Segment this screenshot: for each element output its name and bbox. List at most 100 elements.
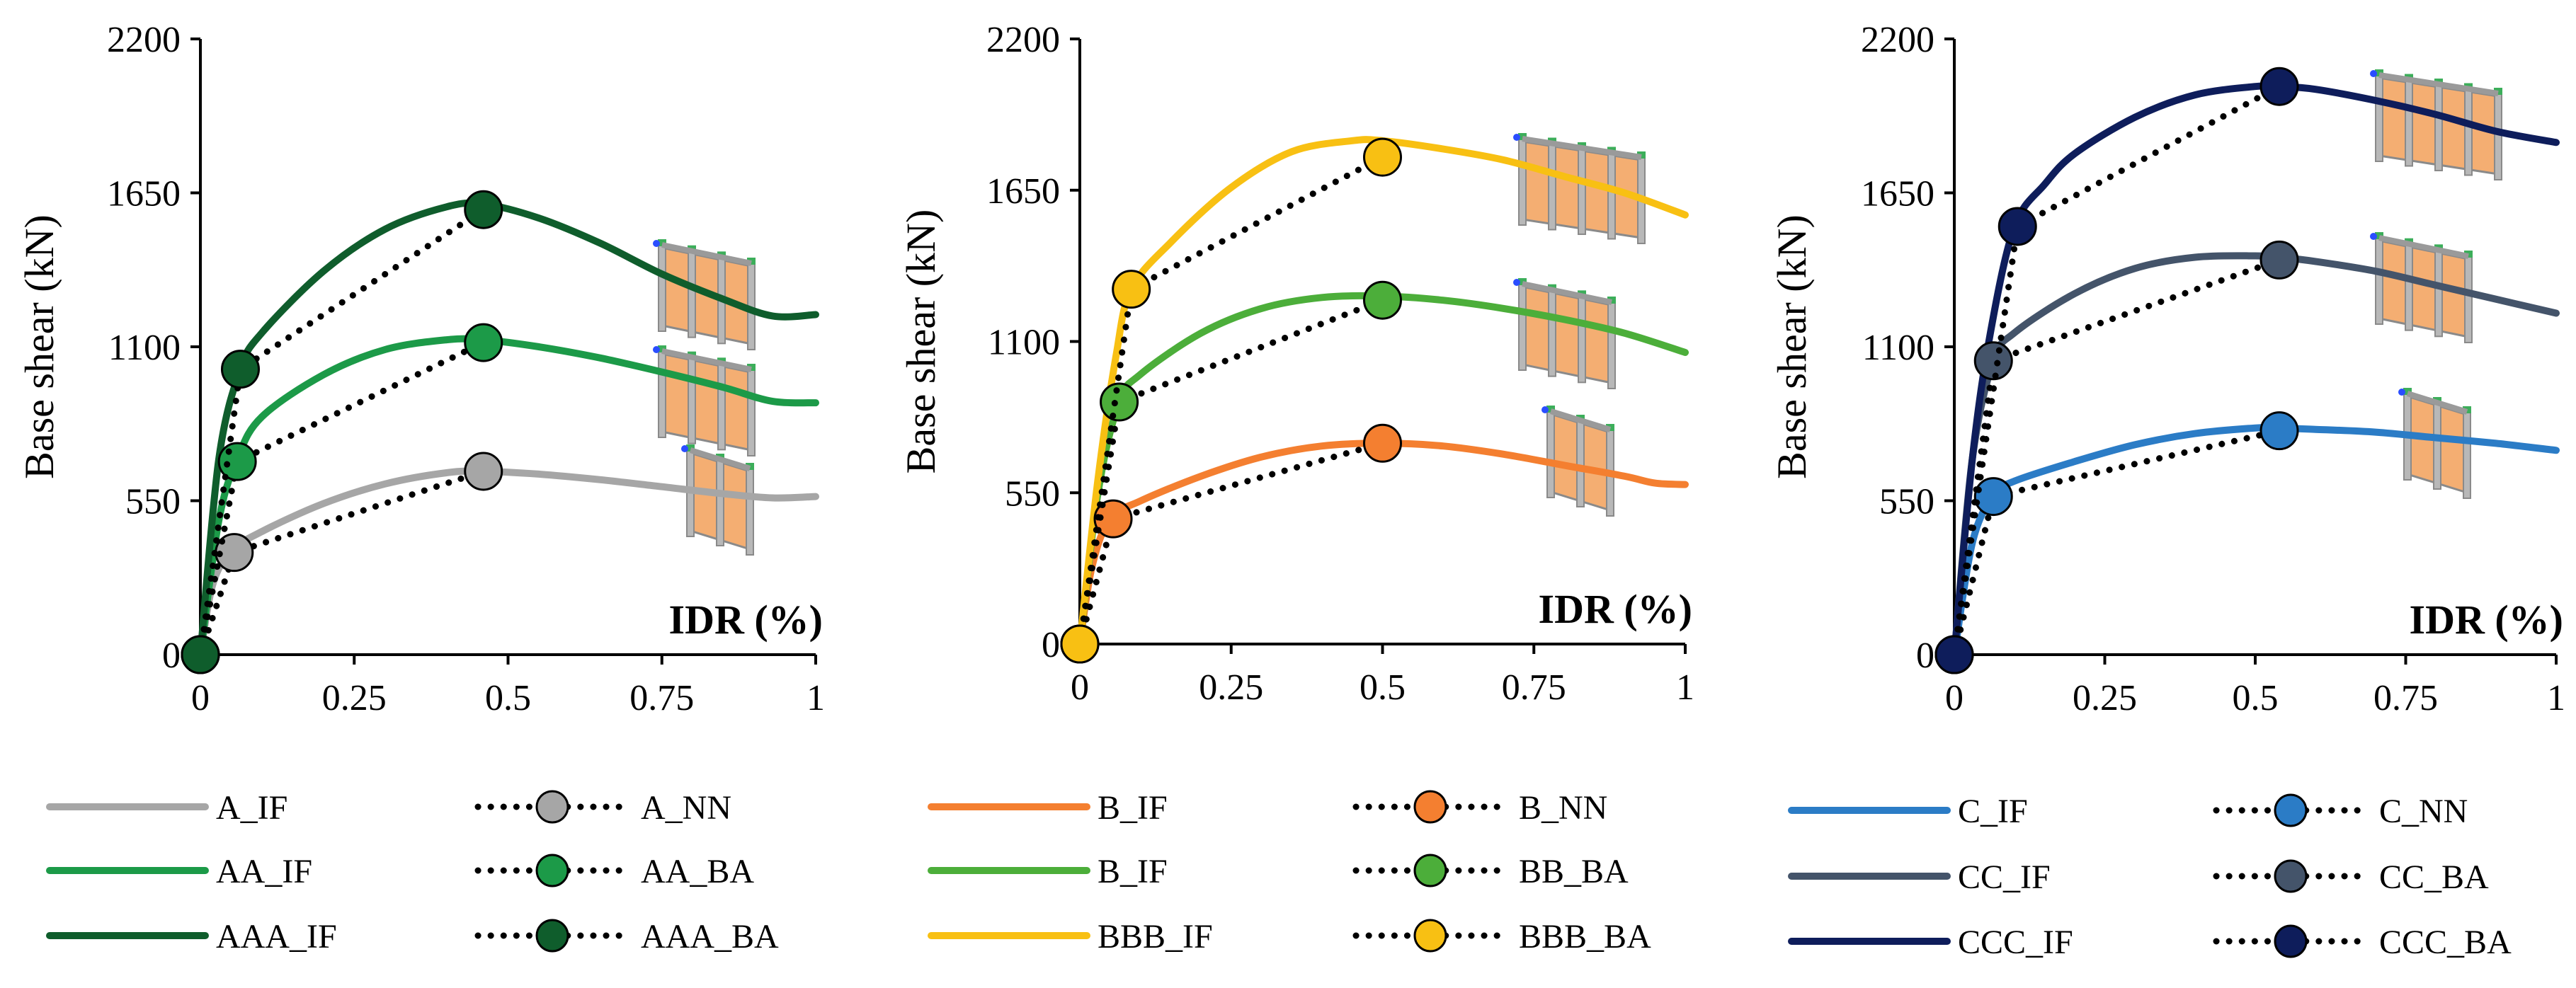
- data-point-CCC_BA: [1934, 635, 1974, 674]
- frame-column: [2464, 253, 2473, 343]
- series-line-B_NN: [1076, 440, 1386, 648]
- y-tick-label: 1650: [1861, 174, 1934, 214]
- legend-swatch-marker: [2274, 924, 2308, 958]
- legend-panel-2: B_IF B_NN B_IF BB_BA BBB_IF BBB_BA: [928, 789, 1651, 955]
- frame-column: [746, 465, 754, 556]
- legend-swatch-marker: [1413, 790, 1447, 824]
- frame-column: [658, 241, 666, 332]
- frame-column: [2434, 81, 2443, 171]
- legend-label: BBB_IF: [1098, 918, 1213, 955]
- frame-column: [1518, 135, 1527, 226]
- x-tick-label: 0: [191, 678, 210, 718]
- frame-beam: [2406, 391, 2468, 415]
- y-tick-label: 550: [1879, 482, 1934, 522]
- x-tick-label: 0.25: [322, 678, 387, 718]
- column-cap-marker: [2403, 388, 2412, 395]
- legend-label: CCC_IF: [1958, 924, 2073, 961]
- legend-item-CCC_IF: CCC_IF: [1788, 924, 2073, 961]
- frame-column: [2375, 234, 2383, 325]
- legend-item-A_IF: A_IF: [46, 789, 287, 827]
- data-point-AA_BA: [464, 323, 503, 362]
- y-axis-label: Base shear (kN): [898, 209, 944, 474]
- legend-swatch-marker: [2274, 859, 2308, 893]
- frame-column: [2464, 85, 2473, 176]
- data-point-BB_BA: [1100, 382, 1139, 422]
- y-tick-label: 2200: [107, 20, 181, 60]
- chart-panel-2: 0 550 1100 1650 2200 0 0.25 0.5 0.75 1 Base shear …: [898, 20, 1694, 708]
- data-point-BBB_BA: [1363, 137, 1402, 177]
- series-line-AAA_BA: [197, 206, 487, 658]
- legend-label: A_IF: [216, 789, 287, 827]
- legend-label: C_IF: [1958, 793, 2028, 830]
- series-line-A_NN: [197, 468, 487, 658]
- x-tick-label: 1: [807, 678, 825, 718]
- frame-beam: [1549, 408, 1612, 432]
- x-tick-label: 1: [2547, 678, 2565, 718]
- legend-item-AAA_BA: AAA_BA: [474, 918, 779, 955]
- legend-panel-3: C_IF C_NN CC_IF CC_BA CCC_IF CCC_BA: [1788, 793, 2512, 961]
- y-tick-label: 550: [1005, 473, 1060, 514]
- frame-column: [2375, 71, 2383, 162]
- load-point-marker: [653, 346, 660, 353]
- x-tick-label: 0: [1945, 678, 1964, 718]
- frame-column: [2405, 76, 2413, 167]
- legend-swatch-marker: [1413, 854, 1447, 888]
- wall-illustrations: [653, 239, 756, 556]
- data-point-BBB_BA: [1060, 624, 1100, 664]
- legend-item-C_NN: C_NN: [2213, 793, 2468, 830]
- frame-column: [1578, 292, 1586, 384]
- series-line-C_NN: [1951, 427, 2283, 658]
- column-cap-marker: [658, 345, 666, 352]
- load-point-marker: [2398, 389, 2405, 396]
- legend-label: B_IF: [1098, 853, 1168, 890]
- y-tick-label: 550: [125, 482, 181, 522]
- legend-label: CC_IF: [1958, 858, 2051, 896]
- legend-item-BB_BA: BB_BA: [1352, 853, 1629, 890]
- legend-label: AAA_IF: [216, 918, 337, 955]
- legend-item-CCC_BA: CCC_BA: [2213, 924, 2512, 961]
- column-cap-marker: [2375, 232, 2383, 239]
- legend-item-BBB_IF: BBB_IF: [928, 918, 1213, 955]
- load-point-marker: [653, 240, 660, 247]
- legend-item-AA_IF: AA_IF: [46, 853, 312, 890]
- x-tick-label: 0.75: [629, 678, 694, 718]
- column-cap-marker: [1546, 406, 1555, 413]
- frame-column: [717, 360, 726, 451]
- legend-panel-1: A_IF A_NN AA_IF AA_BA AAA_IF AAA_BA: [46, 789, 779, 955]
- frame-beam: [2378, 72, 2499, 96]
- legend-item-B_IF: B_IF: [928, 789, 1168, 827]
- series-line-AA_BA: [197, 339, 487, 658]
- frame-column: [716, 456, 724, 546]
- frame-column: [1576, 417, 1585, 507]
- frame-beam: [2378, 235, 2469, 259]
- frame-column: [747, 260, 756, 350]
- x-tick-label: 0.25: [1199, 667, 1263, 708]
- x-tick-label: 0.5: [485, 678, 531, 718]
- legend-swatch-marker: [535, 919, 569, 953]
- legend-label: AA_BA: [641, 853, 754, 890]
- y-tick-label: 2200: [986, 20, 1060, 60]
- frame-column: [658, 347, 666, 438]
- data-point-BB_BA: [1363, 280, 1402, 320]
- frame-column: [1607, 149, 1616, 240]
- column-cap-marker: [2375, 69, 2383, 76]
- column-cap-marker: [686, 444, 695, 452]
- load-point-marker: [681, 445, 688, 452]
- column-cap-marker: [1518, 278, 1527, 285]
- x-axis-label: IDR (%): [669, 597, 823, 643]
- series-line-AAA_IF: [197, 199, 819, 658]
- x-tick-label: 1: [1676, 667, 1694, 708]
- y-tick-label: 1100: [1862, 328, 1934, 368]
- frame-beam: [1522, 136, 1642, 160]
- x-tick-label: 0.75: [1502, 667, 1566, 708]
- legend-item-B_NN: B_NN: [1352, 789, 1607, 827]
- y-tick-label: 1650: [107, 174, 181, 214]
- legend-label: B_IF: [1098, 789, 1168, 827]
- legend-item-A_NN: A_NN: [474, 789, 731, 827]
- legend-label: BBB_BA: [1519, 918, 1651, 955]
- x-axis-label: IDR (%): [2410, 597, 2563, 643]
- frame-column: [688, 353, 696, 444]
- legend-item-C_IF: C_IF: [1788, 793, 2028, 830]
- frame-column: [688, 247, 696, 338]
- x-tick-label: 0: [1071, 667, 1089, 708]
